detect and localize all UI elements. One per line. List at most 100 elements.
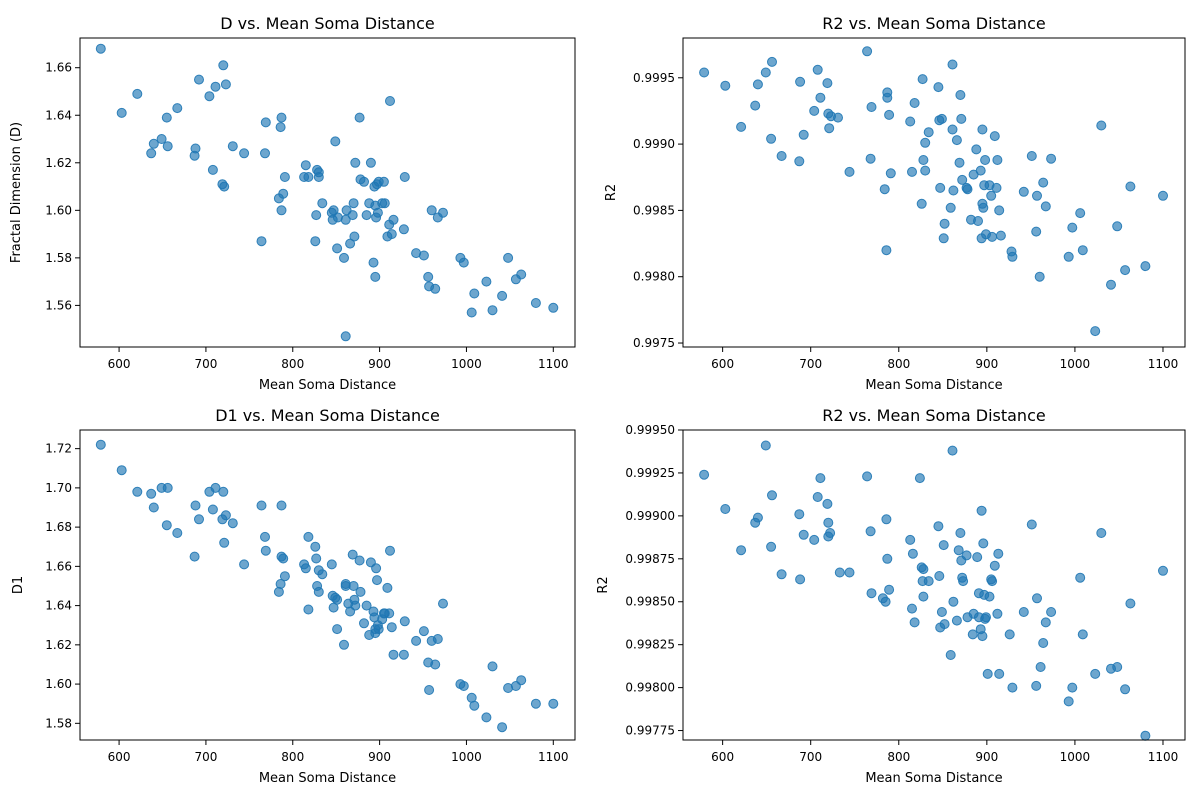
scatter-point: [418, 626, 429, 637]
scatter-point: [934, 571, 945, 581]
scatter-point: [982, 668, 993, 679]
scatter-point: [424, 685, 435, 695]
scatter-point: [1077, 245, 1088, 256]
scatter-point: [469, 288, 480, 299]
scatter-point: [481, 712, 492, 723]
scatter-point: [993, 548, 1004, 559]
scatter-point: [907, 548, 918, 559]
scatter-point: [767, 490, 777, 501]
scatter-point: [276, 500, 287, 511]
scatter-point: [1046, 607, 1057, 617]
scatter-point: [418, 250, 429, 261]
panel-title: R2 vs. Mean Soma Distance: [822, 406, 1045, 425]
scatter-point: [438, 207, 448, 218]
scatter-point: [116, 107, 127, 118]
scatter-point: [218, 60, 229, 71]
scatter-point: [279, 571, 290, 582]
scatter-point: [339, 639, 349, 650]
scatter-point: [987, 576, 998, 587]
scatter-point: [279, 172, 290, 182]
x-tick-label: 700: [799, 750, 822, 764]
scatter-point: [219, 181, 230, 192]
scatter-point: [398, 224, 409, 235]
scatter-point: [1067, 222, 1078, 233]
scatter-point: [879, 184, 890, 195]
scatter-point: [548, 698, 559, 709]
scatter-point: [303, 172, 314, 182]
scatter-points: [699, 440, 1168, 741]
scatter-point: [907, 166, 917, 177]
scatter-point: [530, 298, 541, 308]
scatter-point: [1112, 662, 1123, 672]
scatter-point: [379, 198, 390, 209]
panel-r2-vs-distance-top: R2 vs. Mean Soma Distance 600 700 800 900 10…: [604, 14, 1186, 393]
scatter-point: [948, 185, 959, 196]
scatter-point: [372, 207, 383, 218]
scatter-point: [989, 560, 1000, 571]
scatter-point: [1125, 598, 1136, 609]
y-tick-label: 0.99825: [625, 638, 675, 652]
scatter-point: [466, 307, 477, 318]
scatter-point: [260, 545, 271, 556]
scatter-point: [148, 138, 159, 149]
scatter-point: [992, 608, 1003, 619]
scatter-point: [991, 182, 1002, 193]
scatter-point: [760, 440, 771, 451]
x-tick-label: 900: [368, 750, 391, 764]
scatter-point: [916, 198, 927, 209]
y-axis-label: R2: [596, 576, 611, 593]
scatter-point: [207, 164, 218, 175]
scatter-point: [1032, 190, 1042, 201]
scatter-point: [767, 56, 777, 67]
x-tick-label: 600: [108, 750, 131, 764]
scatter-point: [955, 90, 966, 100]
x-tick-label: 800: [887, 357, 910, 371]
scatter-point: [967, 629, 978, 640]
scatter-point: [978, 538, 989, 549]
x-axis-label: Mean Soma Distance: [865, 771, 1002, 786]
y-tick-label: 0.9980: [633, 270, 675, 284]
scatter-point: [933, 521, 944, 532]
panel-title: D1 vs. Mean Soma Distance: [215, 406, 440, 425]
x-ticks: 600 700 800 900 1000 1100: [108, 347, 569, 371]
scatter-point: [340, 214, 351, 225]
scatter-point: [884, 584, 895, 595]
scatter-point: [918, 591, 929, 602]
scatter-point: [1031, 680, 1042, 691]
scatter-point: [948, 596, 959, 607]
x-tick-label: 900: [975, 750, 998, 764]
scatter-point: [776, 151, 787, 161]
scatter-point: [349, 231, 360, 242]
y-tick-label: 1.66: [45, 559, 72, 573]
scatter-point: [359, 618, 369, 629]
scatter-point: [399, 616, 410, 627]
scatter-point: [359, 176, 369, 187]
scatter-point: [1032, 593, 1042, 604]
scatter-point: [1026, 151, 1037, 161]
x-ticks: 600 700 800 900 1000 1100: [711, 740, 1178, 764]
scatter-point: [975, 165, 986, 176]
x-tick-label: 1100: [538, 357, 569, 371]
scatter-point: [977, 124, 988, 135]
scatter-point: [981, 612, 991, 623]
scatter-point: [951, 615, 962, 626]
y-tick-label: 1.62: [45, 638, 72, 652]
scatter-point: [1007, 682, 1018, 693]
scatter-point: [956, 113, 967, 124]
x-axis-label: Mean Soma Distance: [865, 378, 1002, 393]
scatter-point: [938, 540, 949, 551]
scatter-point: [1096, 528, 1107, 538]
scatter-point: [1120, 684, 1131, 695]
scatter-point: [1007, 251, 1018, 262]
scatter-point: [371, 563, 382, 574]
scatter-point: [372, 575, 382, 586]
scatter-point: [260, 148, 270, 159]
scatter-point: [469, 700, 480, 711]
scatter-point: [994, 205, 1005, 216]
scatter-point: [378, 176, 389, 187]
scatter-point: [957, 174, 968, 185]
scatter-point: [219, 537, 230, 548]
scatter-point: [116, 465, 127, 476]
scatter-point: [1026, 519, 1037, 530]
scatter-point: [218, 486, 229, 497]
